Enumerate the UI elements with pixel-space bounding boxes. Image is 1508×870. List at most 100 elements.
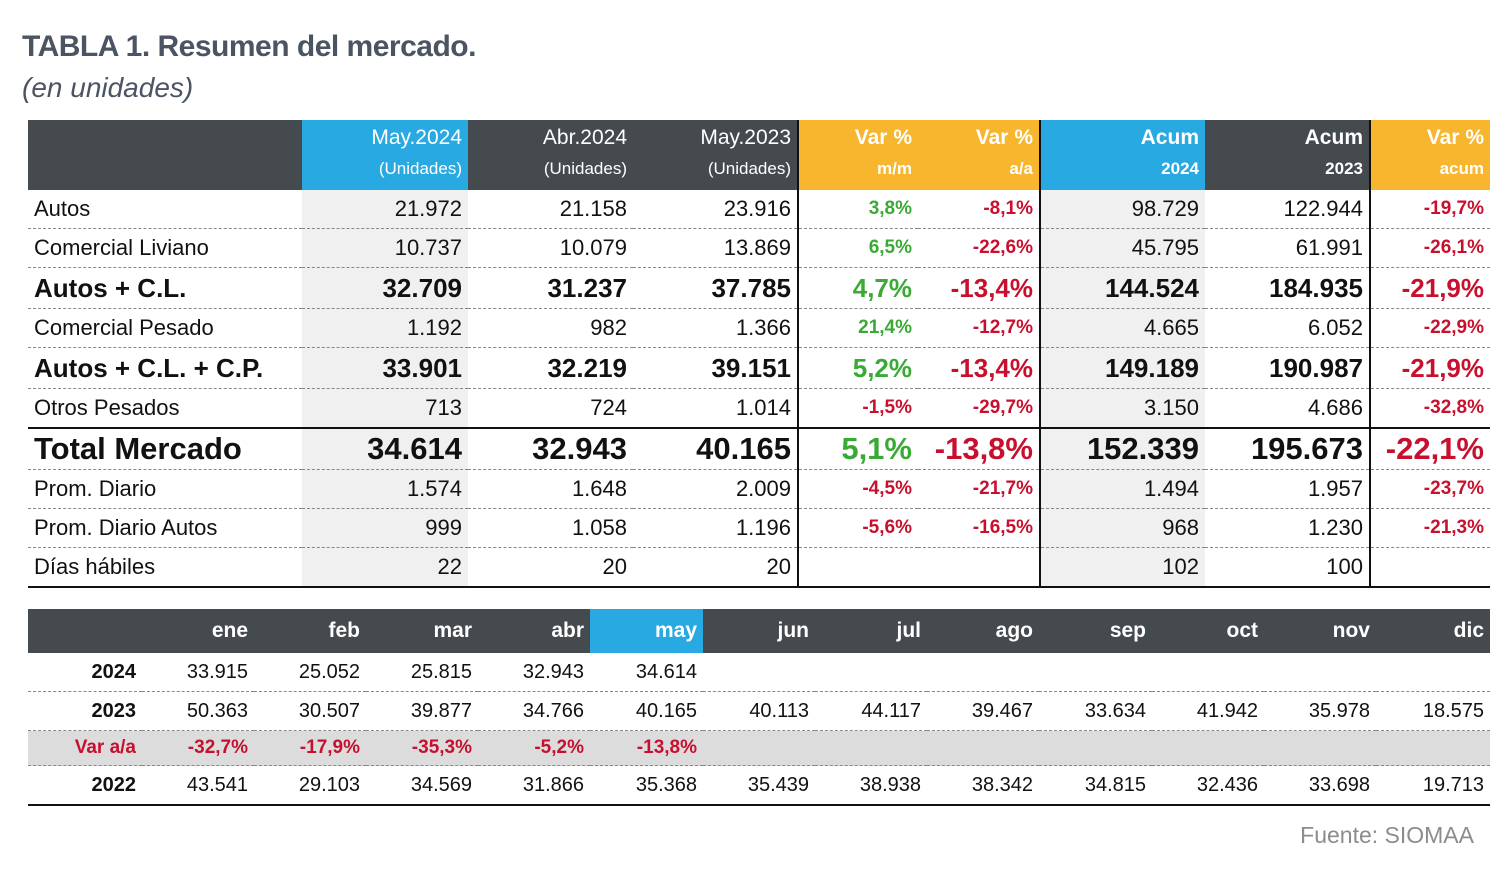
cell-abr2024: 724 bbox=[468, 388, 633, 429]
monthly-cell bbox=[927, 653, 1039, 692]
monthly-row-label: 2022 bbox=[28, 765, 142, 806]
monthly-cell: -35,3% bbox=[366, 730, 478, 766]
cell-acum2024: 98.729 bbox=[1040, 190, 1205, 229]
cell-may2024: 32.709 bbox=[302, 267, 468, 309]
monthly-row-label: Var a/a bbox=[28, 730, 142, 766]
cell-may2023: 20 bbox=[633, 547, 799, 588]
cell-acum2023: 1.957 bbox=[1205, 469, 1371, 509]
cell-acum2023: 122.944 bbox=[1205, 190, 1371, 229]
cell-acum2024: 968 bbox=[1040, 508, 1205, 548]
cell-acum2024: 3.150 bbox=[1040, 388, 1205, 429]
row-label: Prom. Diario Autos bbox=[28, 508, 302, 548]
header-acum2023: Acum 2023 bbox=[1205, 120, 1371, 190]
monthly-cell: -5,2% bbox=[478, 730, 590, 766]
cell-var-mm: 4,7% bbox=[798, 267, 918, 309]
monthly-cell: 31.866 bbox=[478, 765, 590, 806]
monthly-cell: 19.713 bbox=[1376, 765, 1490, 806]
cell-acum2024: 1.494 bbox=[1040, 469, 1205, 509]
summary-row: Prom. Diario 1.574 1.648 2.009 -4,5% -21,7% 1.… bbox=[28, 469, 1490, 509]
monthly-row: 2024 33.915 25.052 25.815 32.943 34.614 bbox=[28, 653, 1490, 692]
row-label: Autos + C.L. bbox=[28, 267, 302, 309]
monthly-cell: 34.569 bbox=[366, 765, 478, 806]
cell-var-acum: -21,9% bbox=[1370, 267, 1490, 309]
monthly-cell: 40.165 bbox=[590, 691, 703, 731]
cell-acum2024: 45.795 bbox=[1040, 228, 1205, 268]
cell-var-acum bbox=[1370, 547, 1490, 588]
cell-acum2024: 102 bbox=[1040, 547, 1205, 588]
monthly-cell: 38.342 bbox=[927, 765, 1039, 806]
summary-row: Comercial Liviano 10.737 10.079 13.869 6,5% -… bbox=[28, 228, 1490, 268]
monthly-cell: 34.766 bbox=[478, 691, 590, 731]
month-header-jun: jun bbox=[703, 609, 815, 653]
header-var-acum: Var % acum bbox=[1370, 120, 1490, 190]
monthly-cell: 25.052 bbox=[254, 653, 366, 692]
monthly-table: ene feb mar abr may jun jul ago sep oct nov dic 202… bbox=[28, 609, 1490, 806]
cell-var-aa: -12,7% bbox=[918, 308, 1041, 348]
cell-acum2024: 149.189 bbox=[1040, 347, 1205, 389]
cell-acum2023: 190.987 bbox=[1205, 347, 1371, 389]
row-label: Autos bbox=[28, 190, 302, 229]
monthly-cell: 50.363 bbox=[142, 691, 254, 731]
monthly-cell: 35.978 bbox=[1264, 691, 1376, 731]
cell-may2024: 1.574 bbox=[302, 469, 468, 509]
header-label-col bbox=[28, 120, 302, 190]
cell-abr2024: 32.943 bbox=[468, 427, 633, 470]
cell-var-aa bbox=[918, 547, 1041, 588]
header-may2023: May.2023 (Unidades) bbox=[633, 120, 799, 190]
header-abr2024: Abr.2024 (Unidades) bbox=[468, 120, 633, 190]
cell-var-mm: 21,4% bbox=[798, 308, 918, 348]
month-header-ene: ene bbox=[142, 609, 254, 653]
row-label: Autos + C.L. + C.P. bbox=[28, 347, 302, 389]
cell-may2024: 1.192 bbox=[302, 308, 468, 348]
monthly-cell bbox=[815, 653, 927, 692]
summary-row: Autos + C.L. 32.709 31.237 37.785 4,7% -13,4%… bbox=[28, 267, 1490, 309]
monthly-cell bbox=[703, 730, 815, 766]
month-header-oct: oct bbox=[1152, 609, 1264, 653]
monthly-cell: 34.614 bbox=[590, 653, 703, 692]
monthly-cell: 44.117 bbox=[815, 691, 927, 731]
header-var-aa: Var % a/a bbox=[918, 120, 1041, 190]
monthly-row: Var a/a -32,7% -17,9% -35,3% -5,2% -13,8% bbox=[28, 730, 1490, 766]
cell-var-mm: 5,1% bbox=[798, 427, 918, 470]
summary-row: Prom. Diario Autos 999 1.058 1.196 -5,6% -16,… bbox=[28, 508, 1490, 548]
cell-acum2023: 4.686 bbox=[1205, 388, 1371, 429]
monthly-cell: 41.942 bbox=[1152, 691, 1264, 731]
cell-may2023: 37.785 bbox=[633, 267, 799, 309]
monthly-cell bbox=[815, 730, 927, 766]
cell-may2023: 13.869 bbox=[633, 228, 799, 268]
cell-var-aa: -13,8% bbox=[918, 427, 1041, 470]
cell-var-aa: -22,6% bbox=[918, 228, 1041, 268]
cell-abr2024: 32.219 bbox=[468, 347, 633, 389]
cell-var-aa: -13,4% bbox=[918, 267, 1041, 309]
cell-may2023: 40.165 bbox=[633, 427, 799, 470]
cell-may2023: 23.916 bbox=[633, 190, 799, 229]
cell-var-aa: -13,4% bbox=[918, 347, 1041, 389]
monthly-cell: 35.368 bbox=[590, 765, 703, 806]
cell-may2024: 22 bbox=[302, 547, 468, 588]
summary-row: Autos + C.L. + C.P. 33.901 32.219 39.151 5,2… bbox=[28, 347, 1490, 389]
monthly-row: 2023 50.363 30.507 39.877 34.766 40.165 40.113… bbox=[28, 691, 1490, 731]
cell-abr2024: 21.158 bbox=[468, 190, 633, 229]
cell-acum2023: 184.935 bbox=[1205, 267, 1371, 309]
cell-var-mm: -4,5% bbox=[798, 469, 918, 509]
monthly-cell: 35.439 bbox=[703, 765, 815, 806]
monthly-row-label: 2023 bbox=[28, 691, 142, 731]
page-title: TABLA 1. Resumen del mercado. bbox=[22, 30, 476, 63]
month-header-dic: dic bbox=[1376, 609, 1490, 653]
cell-may2023: 39.151 bbox=[633, 347, 799, 389]
cell-var-aa: -29,7% bbox=[918, 388, 1041, 429]
cell-var-mm: -1,5% bbox=[798, 388, 918, 429]
cell-var-acum: -32,8% bbox=[1370, 388, 1490, 429]
monthly-cell: 25.815 bbox=[366, 653, 478, 692]
cell-var-aa: -8,1% bbox=[918, 190, 1041, 229]
cell-acum2023: 100 bbox=[1205, 547, 1371, 588]
month-header-mar: mar bbox=[366, 609, 478, 653]
page-subtitle: (en unidades) bbox=[22, 72, 194, 103]
cell-may2024: 999 bbox=[302, 508, 468, 548]
cell-var-acum: -23,7% bbox=[1370, 469, 1490, 509]
cell-may2024: 21.972 bbox=[302, 190, 468, 229]
monthly-cell: 39.877 bbox=[366, 691, 478, 731]
monthly-cell bbox=[1039, 653, 1152, 692]
monthly-cell bbox=[1152, 730, 1264, 766]
cell-abr2024: 31.237 bbox=[468, 267, 633, 309]
